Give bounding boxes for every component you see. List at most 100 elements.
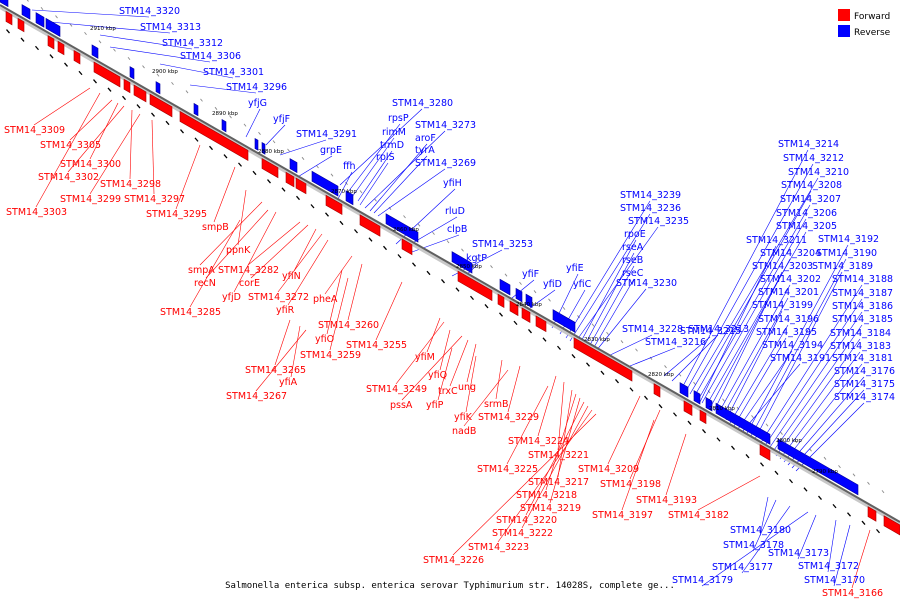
forward-gene-5	[73, 49, 81, 65]
kbp-label: 2830 kbp	[584, 337, 610, 343]
forward-gene-15	[359, 214, 381, 237]
forward-leader-line	[437, 347, 453, 401]
tick-mark-lower	[49, 54, 54, 59]
tick-mark-lower	[151, 112, 155, 117]
forward-gene-label: STM14_3285	[160, 307, 221, 318]
forward-gene-19	[509, 300, 519, 317]
tick-mark-lower	[136, 104, 141, 109]
tick-mark-upper	[678, 373, 682, 377]
forward-leader-line	[324, 255, 353, 295]
reverse-gene-label: STM14_3184	[830, 328, 891, 339]
reverse-leader-line	[245, 108, 261, 138]
forward-gene-22	[573, 337, 633, 382]
forward-gene-16	[401, 238, 413, 256]
tick-mark-upper	[664, 365, 667, 369]
reverse-leader-line	[581, 252, 635, 351]
reverse-leader-line	[685, 163, 814, 392]
reverse-leader-line	[827, 519, 837, 573]
tick-mark-upper	[272, 140, 276, 144]
reverse-leader-line	[717, 284, 791, 415]
reverse-gene-label: STM14_3216	[645, 337, 706, 348]
reverse-leader-line	[681, 149, 809, 389]
reverse-gene-label: yfiC	[573, 279, 592, 290]
reverse-leader-line	[629, 347, 676, 367]
tick-mark-upper	[359, 190, 363, 194]
kbp-label: 2900 kbp	[152, 69, 178, 75]
reverse-gene-label: STM14_3291	[296, 129, 357, 140]
forward-gene-label: STM14_3298	[100, 179, 161, 190]
forward-leader-line	[347, 263, 363, 321]
reverse-gene-label: STM14_3273	[415, 120, 476, 131]
forward-leader-line	[401, 335, 463, 401]
reverse-gene-label: trmD	[380, 140, 404, 151]
forward-gene-label: STM14_3295	[146, 209, 207, 220]
tick-mark-lower	[629, 387, 634, 392]
reverse-gene-label: aroF	[415, 133, 436, 144]
tick-mark-lower	[760, 462, 764, 467]
forward-gene-label: trxC	[438, 386, 458, 397]
tick-mark-upper	[388, 206, 392, 210]
tick-mark-lower	[861, 520, 866, 525]
tick-mark-upper	[403, 215, 406, 219]
reverse-leader-line	[713, 271, 783, 412]
reverse-leader-line	[701, 218, 807, 404]
forward-gene-label: STM14_3219	[520, 503, 581, 514]
reverse-leader-line	[771, 324, 863, 454]
forward-leader-line	[521, 405, 589, 529]
kbp-label: 2810 kbp	[709, 406, 735, 412]
forward-leader-line	[67, 105, 125, 173]
reverse-gene-15	[385, 213, 419, 243]
reverse-leader-line	[565, 200, 651, 339]
reverse-gene-14	[345, 190, 354, 206]
forward-gene-label: STM14_3255	[346, 340, 407, 351]
reverse-gene-8	[193, 102, 199, 117]
tick-mark-upper	[780, 431, 783, 435]
tick-mark-upper	[461, 248, 464, 252]
forward-gene-label: smpB	[202, 222, 229, 233]
tick-mark-lower	[644, 395, 648, 401]
forward-gene-24	[683, 400, 693, 417]
reverse-gene-label: STM14_3213	[688, 324, 749, 335]
tick-mark-upper	[229, 115, 232, 119]
forward-gene-3	[47, 35, 55, 50]
reverse-gene-label: STM14_3174	[834, 392, 895, 403]
forward-leader-line	[395, 321, 445, 385]
tick-mark-upper	[881, 490, 885, 494]
reverse-gene-label: STM14_3204	[760, 248, 821, 259]
forward-gene-label: STM14_3223	[468, 542, 529, 553]
forward-gene-2	[17, 17, 25, 33]
reverse-gene-21	[679, 382, 689, 398]
forward-gene-label: STM14_3198	[600, 479, 661, 490]
tick-mark-lower	[774, 470, 779, 475]
tick-mark-lower	[194, 137, 199, 142]
reverse-gene-label: STM14_3301	[203, 67, 264, 78]
reverse-gene-24	[715, 402, 771, 445]
tick-mark-upper	[809, 448, 812, 452]
reverse-gene-label: STM14_3253	[472, 239, 533, 250]
tick-mark-lower	[455, 287, 460, 292]
tick-mark-lower	[252, 170, 257, 176]
reverse-gene-label: yfiD	[543, 279, 562, 290]
forward-gene-label: pheA	[313, 294, 338, 305]
forward-leader-line	[89, 102, 119, 160]
tick-mark-upper	[548, 298, 551, 302]
reverse-leader-line	[705, 231, 807, 407]
tick-mark-lower	[107, 87, 112, 92]
reverse-leader-line	[511, 279, 535, 299]
forward-gene-label: yfiK	[454, 412, 473, 423]
forward-gene-label: yfiR	[276, 305, 295, 316]
tick-mark-lower	[441, 279, 445, 284]
tick-mark-upper	[635, 348, 638, 352]
forward-leader-line	[463, 369, 509, 427]
tick-mark-lower	[745, 453, 750, 459]
reverse-gene-label: STM14_3205	[776, 221, 837, 232]
forward-gene-label: STM14_3218	[516, 490, 577, 501]
kbp-label: 2800 kbp	[776, 438, 802, 444]
kbp-label: 2840 kbp	[516, 302, 542, 308]
forward-leader-line	[621, 419, 655, 511]
tick-mark-lower	[238, 162, 242, 167]
forward-gene-7	[123, 78, 131, 94]
forward-gene-27	[867, 506, 877, 522]
reverse-leader-line	[585, 265, 635, 353]
